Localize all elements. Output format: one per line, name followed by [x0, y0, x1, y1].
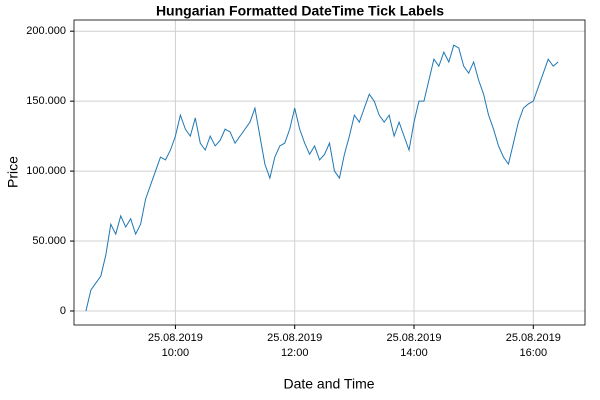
- y-axis-label: Price: [5, 156, 21, 188]
- y-tick-label: 0: [60, 305, 66, 317]
- y-tick-label: 150.000: [26, 95, 66, 107]
- y-tick-label: 100.000: [26, 165, 66, 177]
- x-tick-label: 25.08.2019 14:00: [386, 332, 442, 359]
- chart-title: Hungarian Formatted DateTime Tick Labels: [156, 3, 444, 19]
- x-axis-label: Date and Time: [283, 376, 374, 392]
- plot-frame: [73, 19, 586, 326]
- y-tick-label: 200.000: [26, 25, 66, 37]
- y-tick-label: 50.000: [32, 235, 66, 247]
- x-tick-label: 25.08.2019 10:00: [147, 332, 203, 359]
- x-tick-label: 25.08.2019 12:00: [267, 332, 323, 359]
- price-line: [85, 44, 559, 312]
- x-tick-label: 25.08.2019 16:00: [505, 332, 561, 359]
